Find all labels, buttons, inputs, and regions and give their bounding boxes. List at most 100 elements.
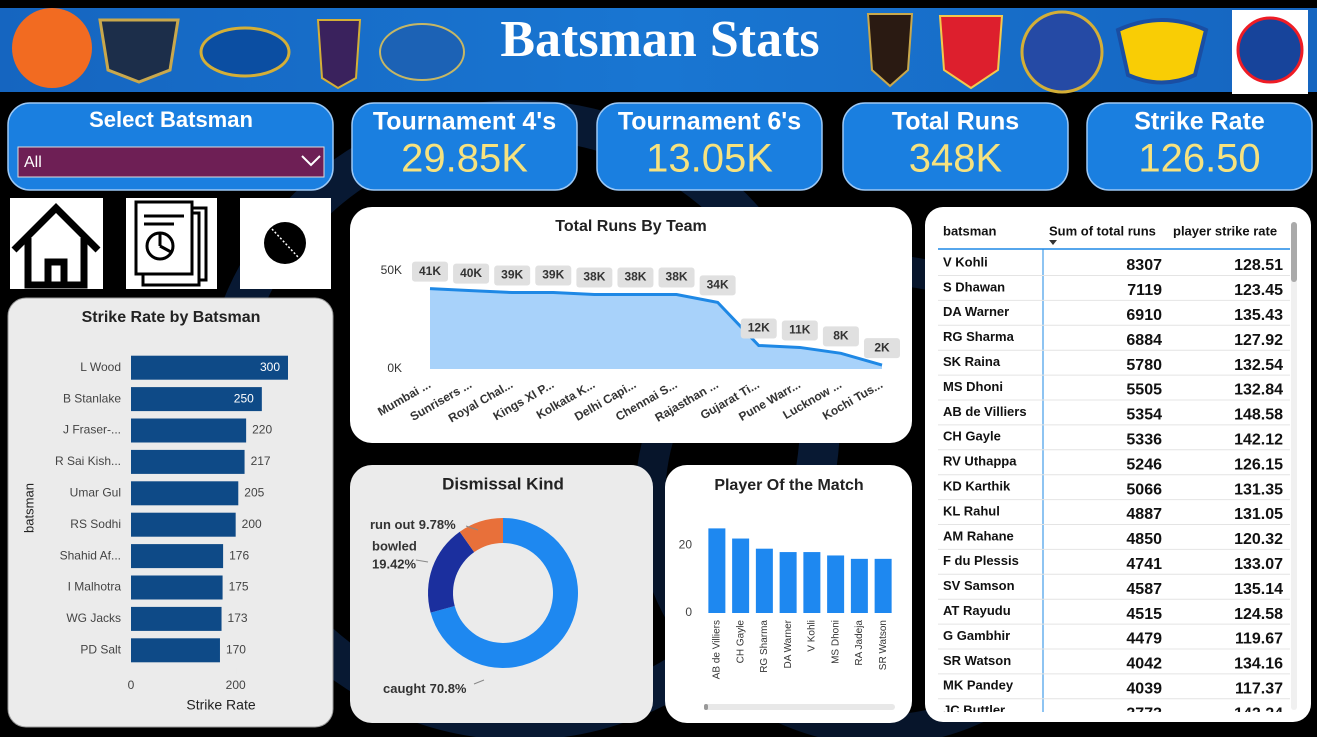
donut-slice [430,518,579,668]
table-cell: RG Sharma [943,329,1015,344]
table-cell: 5354 [1126,407,1162,424]
table-cell: JC Buttler [943,703,1005,718]
panel [925,207,1311,722]
data-label: 220 [252,423,272,437]
table-cell: 5780 [1126,357,1162,374]
kpi-label: Tournament 6's [618,108,801,136]
y-tick-label: B Stanlake [63,391,121,405]
y-tick-label: 20 [679,537,693,551]
table-cell: 132.54 [1234,357,1283,374]
ball-icon[interactable] [264,222,306,264]
label-box [822,326,859,347]
table-cell: 7119 [1127,282,1162,299]
table-cell: 142.12 [1234,432,1283,449]
data-label: 176 [229,548,249,562]
table-cell: 131.35 [1234,481,1283,498]
table-cell: 128.51 [1234,257,1283,274]
x-tick-label: DA Warner [783,619,794,668]
leader-line [465,525,479,531]
table-cell: 124.58 [1234,606,1283,623]
home-icon[interactable] [11,203,101,289]
x-tick-label: V Kohli [807,620,818,652]
x-tick-label: AB de Villiers [712,620,723,679]
data-label: 38K [624,270,646,284]
data-label: 39K [501,268,523,282]
data-label: 11K [789,323,811,337]
data-label: 300 [260,360,280,374]
label-box [740,318,777,339]
table-cell: CH Gayle [943,429,1001,444]
column-header: batsman [943,223,997,238]
table-cell: AB de Villiers [943,404,1027,419]
label-box [494,265,531,286]
table-cell: 3773 [1126,705,1162,722]
table-cell: 120.32 [1234,531,1283,548]
data-label: 217 [251,454,271,468]
label-box [453,263,490,284]
bar [131,544,224,569]
scrollbar-thumb [704,704,708,710]
report-icon[interactable] [134,200,208,287]
slice-name: run out [370,517,415,532]
table-cell: 6910 [1126,307,1162,324]
slicer-dropdown[interactable] [17,146,325,178]
bar [850,558,868,613]
x-tick-label: SR Watson [878,620,889,670]
table-cell: 4039 [1126,681,1162,698]
dashboard-title: Batsman Stats [500,11,819,68]
logo [199,26,291,78]
table-cell: 127.92 [1234,332,1283,349]
y-tick-label: PD Salt [80,642,121,656]
label-box [576,267,613,288]
logo [1020,10,1104,94]
slicer-value[interactable]: All [24,154,42,171]
data-label: 12K [748,321,770,335]
kpi-card [351,102,578,191]
label-box [864,338,900,359]
donut-slice [459,518,503,553]
data-label: 250 [234,391,254,405]
table-cell: F du Plessis [943,553,1019,568]
logo [98,18,180,84]
kpi-value: 348K [909,137,1003,181]
table-cell: KL Rahul [943,503,1000,518]
table-cell: SK Raina [943,354,1001,369]
x-tick-label: 200 [226,678,246,692]
kpi-card [1086,102,1313,191]
dropdown-chevron[interactable] [301,155,321,167]
data-label: 38K [666,270,688,284]
data-label: 40K [460,266,482,280]
y-tick-label: 0K [387,361,402,375]
table-cell: 5505 [1126,382,1162,399]
table-cell: 123.45 [1234,282,1283,299]
table-cell: 4741 [1126,556,1162,573]
kpi-value: 29.85K [401,137,528,181]
bar [131,387,262,412]
kpi-label: Strike Rate [1134,108,1265,136]
bar [131,606,222,631]
bar [827,555,845,613]
slice-label: caught 70.8% [383,681,467,696]
bar [732,538,750,613]
chart-title: Dismissal Kind [442,474,564,493]
kpi-label: Total Runs [892,108,1019,136]
bar [779,552,797,613]
label-box [699,275,736,296]
table-cell: 4479 [1126,631,1162,648]
logo [1115,18,1209,85]
chart-title: Player Of the Match [714,477,863,494]
y-axis-title: batsman [21,483,36,533]
table-cell: 148.58 [1234,407,1283,424]
y-tick-label: L Wood [80,360,121,374]
logo [12,8,92,88]
x-tick-label: MS Dhoni [830,620,841,664]
column-header: Sum of total runs [1049,223,1156,238]
slice-value: 19.42% [372,556,417,571]
table-cell: SV Samson [943,578,1015,593]
table-cell: 131.05 [1234,506,1283,523]
area-fill [430,288,882,369]
table-cell: 4850 [1126,531,1162,548]
x-tick-label: CH Gayle [735,620,746,664]
table-cell: RV Uthappa [943,454,1017,469]
leader-line [473,679,485,685]
